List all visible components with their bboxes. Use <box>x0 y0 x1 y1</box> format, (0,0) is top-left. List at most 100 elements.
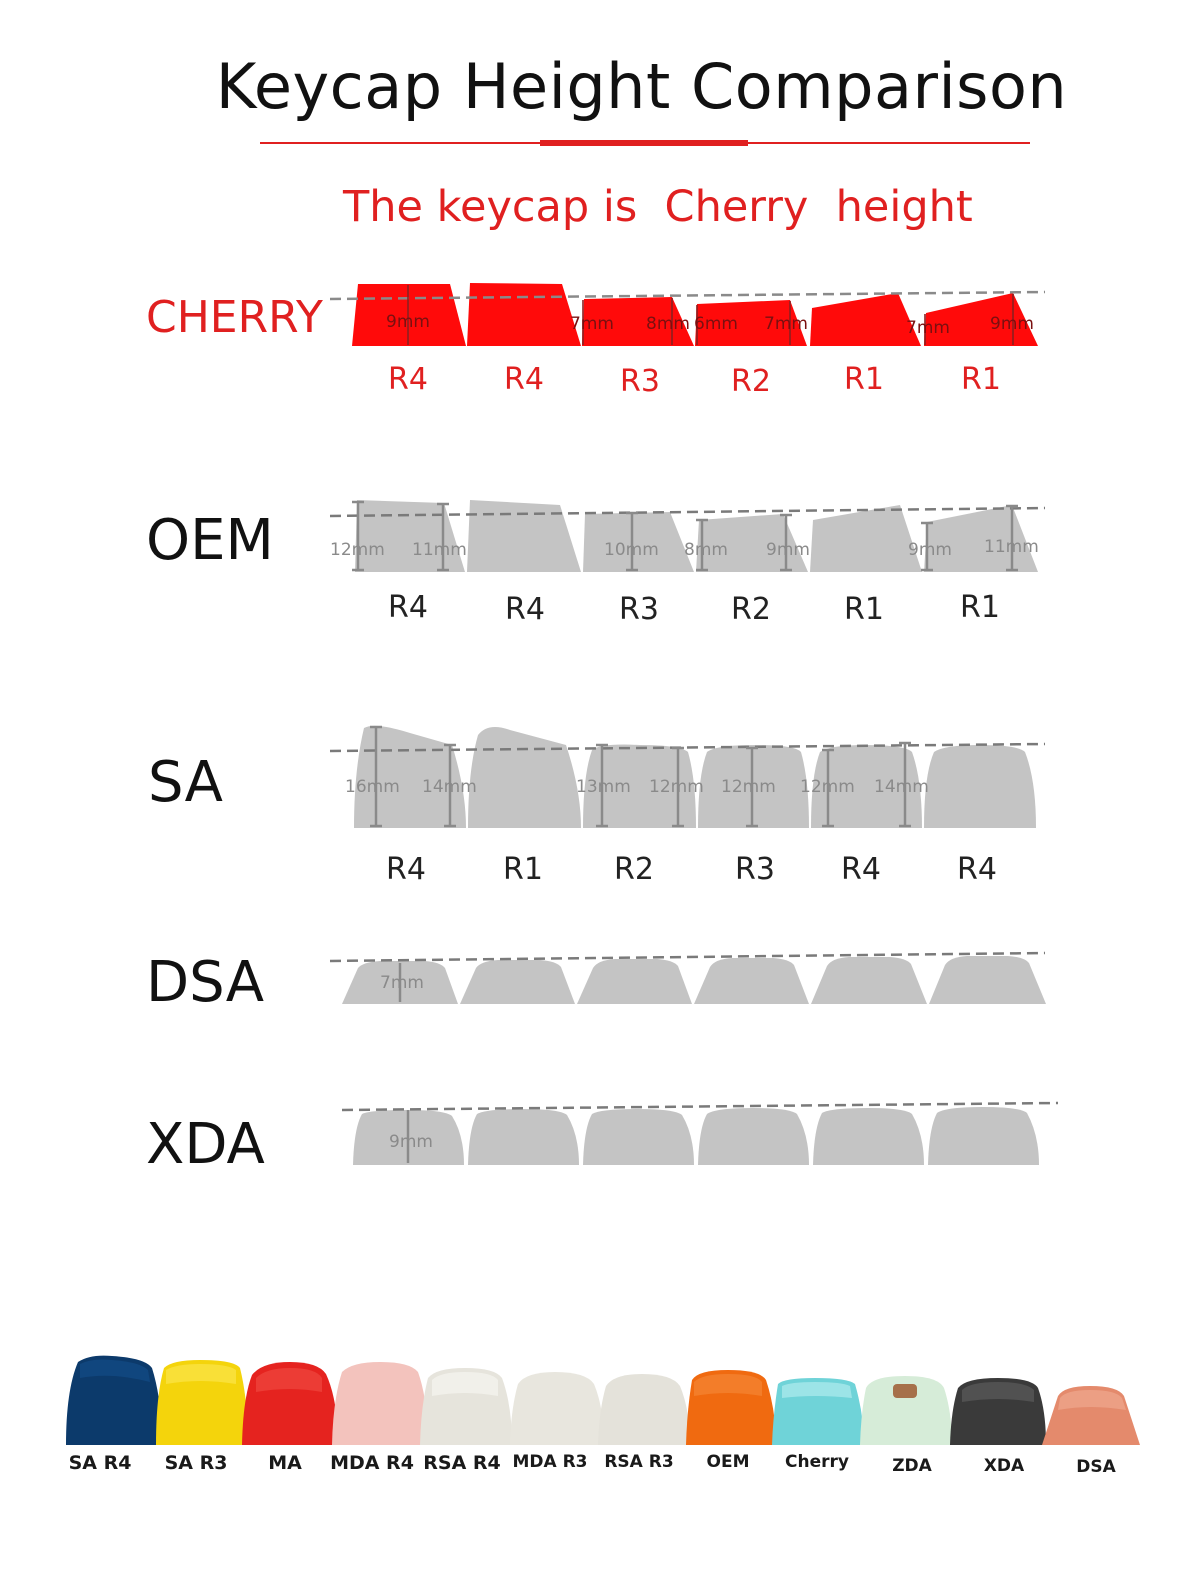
cherry-measurement-5: 7mm <box>764 314 808 334</box>
dsa-keycap-5 <box>811 957 927 1004</box>
sa-row-label-4: R3 <box>735 852 775 887</box>
keycap-sample-label-oem: OEM <box>706 1452 750 1472</box>
sa-measurement-1: 16mm <box>345 777 400 797</box>
cherry-measurement-3: 8mm <box>646 314 690 334</box>
sa-keycap-6 <box>924 745 1036 828</box>
oem-row-label-4: R2 <box>731 592 771 627</box>
oem-keycap-5 <box>810 505 922 572</box>
sa-keycap-row <box>329 725 1046 828</box>
keycap-sample-label-dsa: DSA <box>1076 1457 1116 1477</box>
keycap-sample-label-rsa-r4: RSA R4 <box>423 1452 501 1474</box>
xda-keycap-row <box>341 1101 1059 1165</box>
cherry-measurement-4: 6mm <box>694 314 738 334</box>
cherry-reference-line <box>329 290 1046 301</box>
profile-name-sa: SA <box>148 750 223 815</box>
xda-keycap-3 <box>583 1109 694 1165</box>
sa-keycap-5 <box>811 745 922 828</box>
xda-keycap-4 <box>698 1108 809 1165</box>
profile-name-dsa: DSA <box>146 950 265 1015</box>
xda-measurement-1: 9mm <box>389 1132 433 1152</box>
xda-reference-line <box>341 1101 1059 1112</box>
sa-measurement-4: 12mm <box>649 777 704 797</box>
cherry-row-label-1: R4 <box>388 362 428 397</box>
oem-row-label-2: R4 <box>505 592 545 627</box>
title-underline-accent <box>540 140 748 146</box>
sa-row-label-5: R4 <box>841 852 881 887</box>
keycap-sample-label-cherry: Cherry <box>785 1452 849 1472</box>
sa-measurement-7: 14mm <box>874 777 929 797</box>
xda-keycap-5 <box>813 1108 924 1165</box>
sa-row-label-6: R4 <box>957 852 997 887</box>
oem-measurement-7: 11mm <box>984 537 1039 557</box>
subtitle: The keycap is Cherry height <box>343 182 973 232</box>
sa-keycap-3 <box>583 744 696 828</box>
oem-measurement-2: 11mm <box>412 540 467 560</box>
cherry-row-label-6: R1 <box>961 362 1001 397</box>
profile-name-xda: XDA <box>146 1112 265 1177</box>
sa-row-label-1: R4 <box>386 852 426 887</box>
keycap-sample-label-sa-r4: SA R4 <box>68 1452 132 1474</box>
oem-measurement-6: 9mm <box>908 540 952 560</box>
keycap-sample-label-ma: MA <box>268 1452 302 1474</box>
xda-keycap-2 <box>468 1109 579 1165</box>
oem-keycap-3 <box>583 512 694 572</box>
profile-name-cherry: CHERRY <box>146 292 323 343</box>
oem-keycap-4 <box>696 514 808 572</box>
sa-measurement-3: 13mm <box>576 777 631 797</box>
sa-row-label-3: R2 <box>614 852 654 887</box>
dsa-measurement-1: 7mm <box>380 973 424 993</box>
cherry-row-label-5: R1 <box>844 362 884 397</box>
keycap-sample-label-zda: ZDA <box>892 1456 932 1476</box>
sa-keycap-4 <box>698 745 809 828</box>
keycap-sample-label-mda-r3: MDA R3 <box>512 1452 588 1472</box>
keycap-sample-label-mda-r4: MDA R4 <box>330 1452 414 1474</box>
dsa-keycap-6 <box>929 956 1046 1004</box>
keycap-sample-zda <box>860 1376 952 1445</box>
cherry-measurement-6: 7mm <box>906 318 950 338</box>
oem-measurement-4: 8mm <box>684 540 728 560</box>
keycap-sample-mda-r3 <box>510 1372 604 1445</box>
keycap-sample-rsa-r3 <box>598 1374 690 1445</box>
cherry-measurement-7: 9mm <box>990 314 1034 334</box>
oem-row-label-1: R4 <box>388 590 428 625</box>
oem-row-label-3: R3 <box>619 592 659 627</box>
dsa-keycap-4 <box>694 958 809 1004</box>
oem-keycap-6 <box>924 505 1038 572</box>
dsa-reference-line <box>329 951 1046 963</box>
cherry-measurement-2: 7mm <box>570 314 614 334</box>
oem-keycap-2 <box>467 500 581 572</box>
dsa-keycap-row <box>329 951 1046 1004</box>
oem-keycap-row <box>329 500 1046 572</box>
cherry-measurement-1: 9mm <box>386 312 430 332</box>
oem-keycap-1 <box>355 500 465 572</box>
cherry-row-label-4: R2 <box>731 364 771 399</box>
sa-measurement-2: 14mm <box>422 777 477 797</box>
profile-name-oem: OEM <box>146 508 274 573</box>
keycap-sample-mda-r4 <box>332 1362 428 1445</box>
oem-measurement-1: 12mm <box>330 540 385 560</box>
xda-keycap-6 <box>928 1107 1039 1165</box>
cherry-keycap-5 <box>810 293 921 346</box>
oem-row-label-6: R1 <box>960 590 1000 625</box>
cherry-keycap-6 <box>924 293 1038 346</box>
oem-measurement-3: 10mm <box>604 540 659 560</box>
sa-measurement-6: 12mm <box>800 777 855 797</box>
oem-measurement-5: 9mm <box>766 540 810 560</box>
keycap-sample-row <box>66 1355 1140 1445</box>
keycap-sample-label-xda: XDA <box>983 1456 1025 1476</box>
oem-reference-line <box>329 506 1046 518</box>
sa-row-label-2: R1 <box>503 852 543 887</box>
cherry-row-label-3: R3 <box>620 364 660 399</box>
cherry-keycap-4 <box>695 300 807 346</box>
dsa-keycap-3 <box>577 959 692 1004</box>
sa-measurement-5: 12mm <box>721 777 776 797</box>
page-title: Keycap Height Comparison <box>215 50 1068 123</box>
dsa-keycap-2 <box>460 960 575 1004</box>
cherry-keycap-row <box>329 283 1046 346</box>
keycap-sample-label-sa-r3: SA R3 <box>164 1452 228 1474</box>
cherry-keycap-2 <box>467 283 581 346</box>
sa-keycap-2 <box>468 726 581 828</box>
cherry-row-label-2: R4 <box>504 362 544 397</box>
keycap-sample-label-rsa-r3: RSA R3 <box>604 1452 674 1472</box>
